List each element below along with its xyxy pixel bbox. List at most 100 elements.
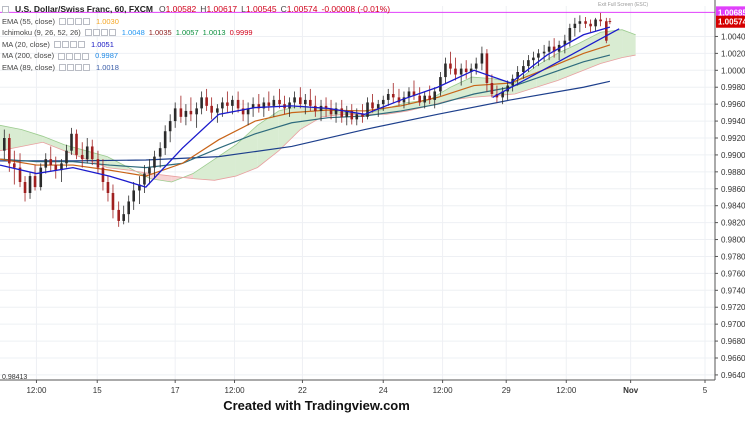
indicator-list: EMA (55, close) 1.0030 Ichimoku (9, 26, 52… <box>2 16 390 74</box>
indicator-value: 0.9999 <box>229 28 253 38</box>
candle-body <box>506 85 509 92</box>
candle-body <box>39 167 43 188</box>
ohlc-values: O1.00582 H1.00617 L1.00545 C1.00574 <box>159 4 322 16</box>
x-tick-label: 5 <box>703 386 708 395</box>
indicator-row[interactable]: EMA (55, close) 1.0030 <box>2 16 390 28</box>
price-label: 1.00574 <box>716 15 745 28</box>
candle-body <box>376 104 380 109</box>
candle <box>490 74 494 98</box>
ohlc-value: 1.00617 <box>206 4 238 14</box>
candle <box>314 95 317 117</box>
candle <box>366 97 369 120</box>
candle-body <box>117 209 120 221</box>
x-tick-label: 15 <box>93 386 102 395</box>
candle-body <box>153 156 156 168</box>
candle <box>542 44 546 62</box>
y-tick-label: 1.00000 <box>721 66 745 75</box>
candle-body <box>444 63 447 78</box>
candle-body <box>13 163 16 168</box>
candle-body <box>216 108 219 113</box>
candle <box>599 12 602 27</box>
candle-body <box>516 72 519 79</box>
candle-body <box>608 21 612 23</box>
candle <box>485 49 489 92</box>
candle-body <box>23 182 27 193</box>
candle <box>578 15 582 33</box>
candle <box>464 60 468 79</box>
candle-body <box>90 146 94 160</box>
candle-body <box>423 95 427 103</box>
candle <box>267 91 271 111</box>
indicator-controls-icon[interactable] <box>58 52 90 60</box>
candle <box>117 201 120 227</box>
indicator-row[interactable]: MA (200, close) 0.9987 <box>2 50 390 62</box>
candle-body <box>75 133 78 155</box>
candle <box>60 159 63 182</box>
candle-body <box>397 97 401 103</box>
candle-body <box>340 108 344 117</box>
candle-body <box>371 102 374 109</box>
indicator-controls-icon[interactable] <box>53 41 86 49</box>
candle-body <box>168 121 172 132</box>
candle <box>49 146 53 172</box>
candle <box>324 97 328 117</box>
indicator-value: 1.0018 <box>95 62 119 72</box>
candle-body <box>236 99 240 109</box>
candle-body <box>552 46 556 52</box>
candle <box>226 91 229 113</box>
candle <box>402 91 406 109</box>
collapse-icon[interactable] <box>2 6 10 14</box>
candle-body <box>111 193 115 210</box>
candle <box>70 127 73 155</box>
ohlc-l: L1.00545 <box>241 4 276 14</box>
candle-body <box>391 94 395 98</box>
cloud-segment <box>21 129 43 147</box>
cloud-segment <box>557 43 580 81</box>
candle <box>584 17 587 28</box>
candle-body <box>381 99 385 105</box>
senkou-span-b-line <box>0 54 636 181</box>
indicator-row[interactable]: MA (20, close) 1.0051 <box>2 39 390 51</box>
candle-body <box>402 97 406 103</box>
y-tick-label: 1.00400 <box>721 32 745 41</box>
candle-body <box>221 102 224 109</box>
indicator-row[interactable]: EMA (89, close) 1.0018 <box>2 62 390 74</box>
candle <box>563 34 567 54</box>
candle <box>210 97 213 120</box>
candle <box>153 150 156 179</box>
candle <box>148 159 151 185</box>
legend-symbol-row: U.S. Dollar/Swiss Franc, 60, FXCM O1.005… <box>2 4 390 16</box>
indicator-controls-icon[interactable] <box>84 29 117 37</box>
candle-body <box>361 114 364 117</box>
candle-body <box>464 68 468 72</box>
candle <box>304 94 307 115</box>
candle-body <box>179 108 183 117</box>
candle-body <box>299 97 302 105</box>
indicator-controls-icon[interactable] <box>58 64 91 72</box>
candle <box>75 129 78 160</box>
candle-body <box>589 23 592 27</box>
indicator-row[interactable]: Ichimoku (9, 26, 52, 26) 1.0048 1.0035 1.00… <box>2 27 390 39</box>
candle <box>90 139 94 166</box>
exit-fullscreen-hint[interactable]: Exit Full Screen (ESC) <box>598 2 649 8</box>
indicator-label: EMA (55, close) <box>2 16 55 26</box>
candle-body <box>106 182 110 193</box>
cloud-segment <box>536 53 558 88</box>
candle <box>163 125 167 155</box>
cloud-segment <box>214 144 236 181</box>
candle <box>433 87 437 109</box>
candle-body <box>143 173 146 185</box>
candle-body <box>329 108 333 115</box>
indicator-controls-icon[interactable] <box>58 17 91 25</box>
candle-body <box>449 63 452 69</box>
indicator-value: 1.0057 <box>175 28 199 38</box>
candle-body <box>18 167 22 182</box>
candle-body <box>314 105 317 111</box>
candle-body <box>132 190 136 202</box>
candle <box>106 176 110 202</box>
cloud-segment <box>278 105 301 151</box>
